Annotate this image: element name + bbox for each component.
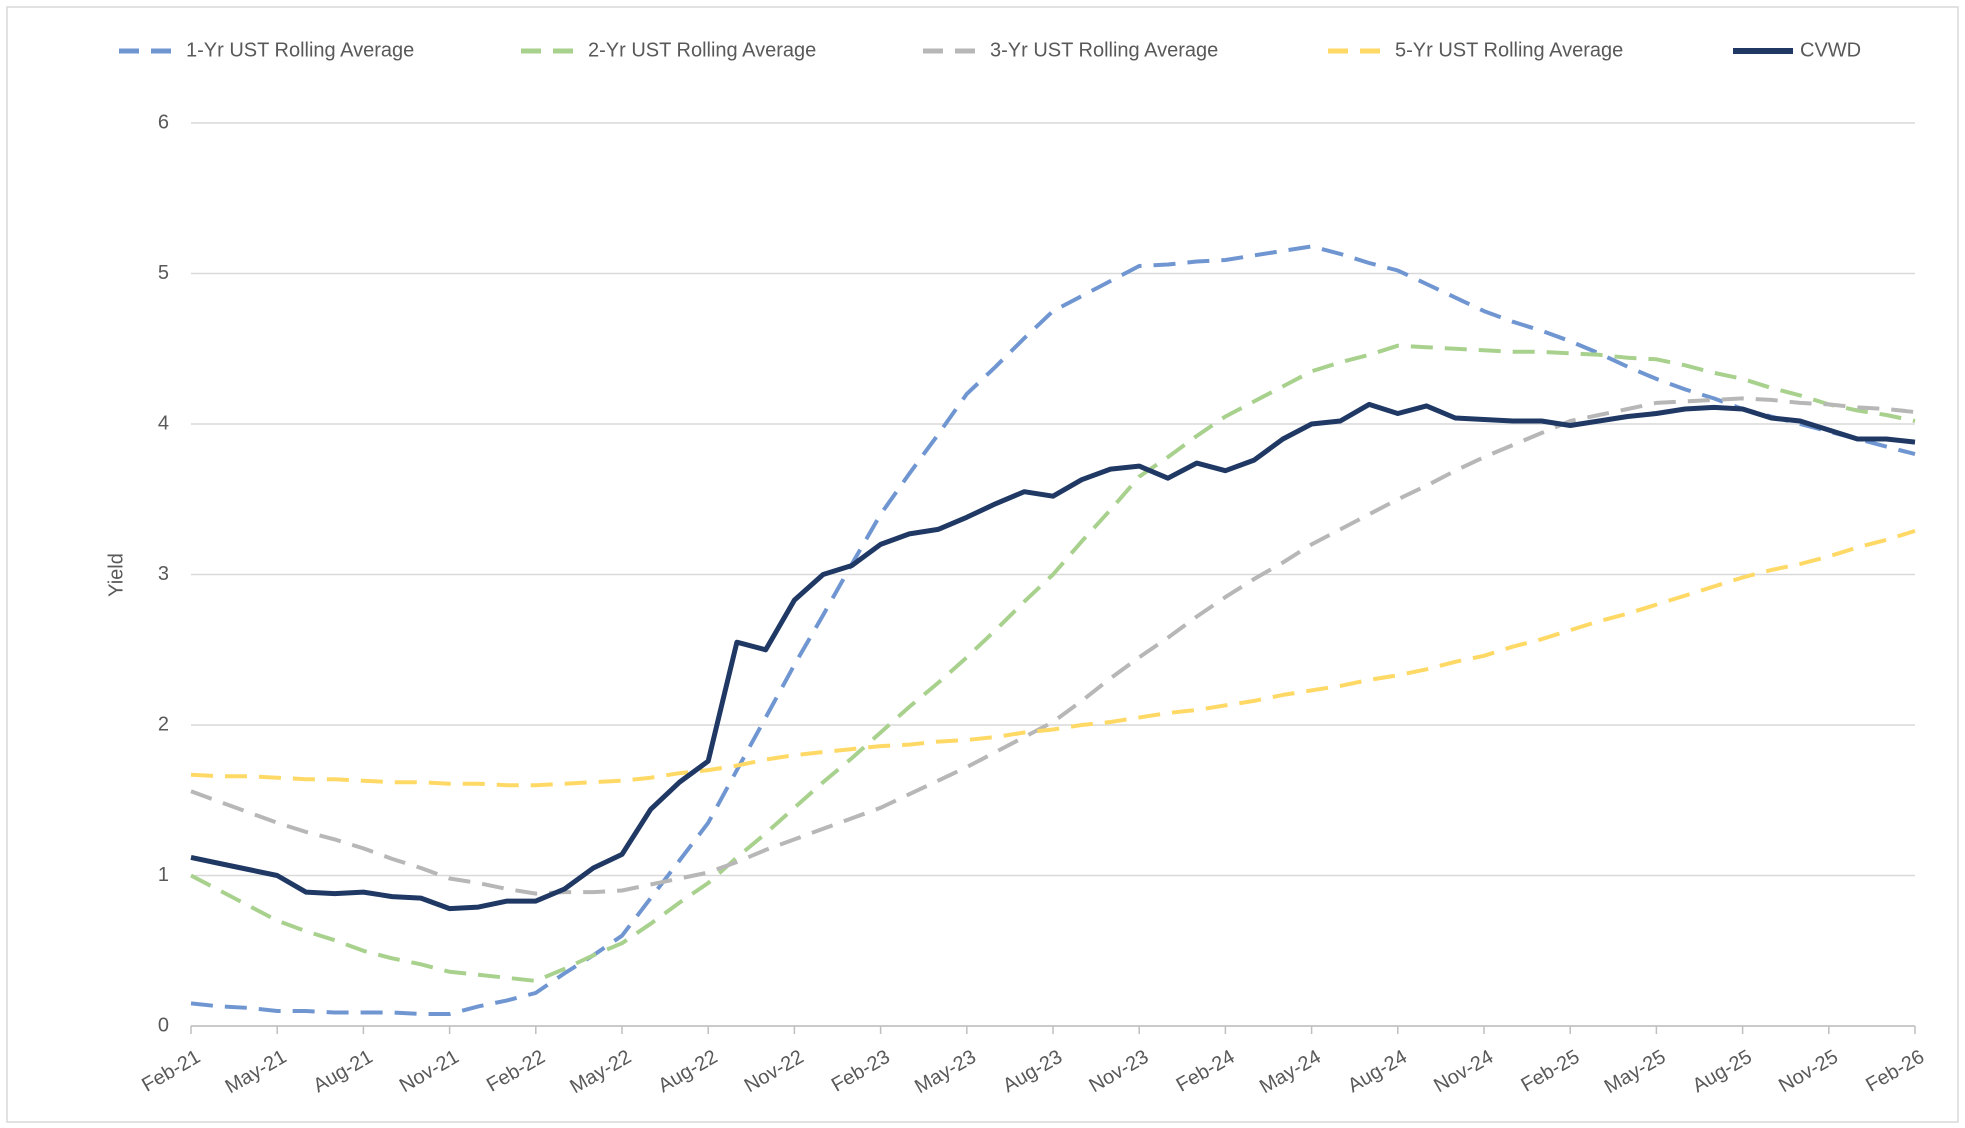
legend-label: CVWD [1800, 39, 1861, 61]
y-tick-label: 3 [158, 563, 169, 585]
y-tick-label: 4 [158, 412, 169, 434]
legend-label: 1-Yr UST Rolling Average [186, 39, 414, 61]
y-tick-label: 2 [158, 713, 169, 735]
y-tick-label: 1 [158, 864, 169, 886]
y-tick-label: 5 [158, 262, 169, 284]
legend-label: 2-Yr UST Rolling Average [588, 39, 816, 61]
series-line [190, 396, 1916, 896]
legend-label: 5-Yr UST Rolling Average [1395, 39, 1623, 61]
y-tick-label: 6 [158, 111, 169, 133]
y-axis-label: Yield [105, 553, 127, 597]
series-line [190, 244, 1916, 1016]
y-tick-label: 0 [158, 1014, 169, 1036]
series-line [190, 343, 1916, 983]
series-line [190, 528, 1916, 788]
series-line [190, 401, 1916, 912]
legend-label: 3-Yr UST Rolling Average [990, 39, 1218, 61]
chart-frame [6, 6, 1959, 1123]
